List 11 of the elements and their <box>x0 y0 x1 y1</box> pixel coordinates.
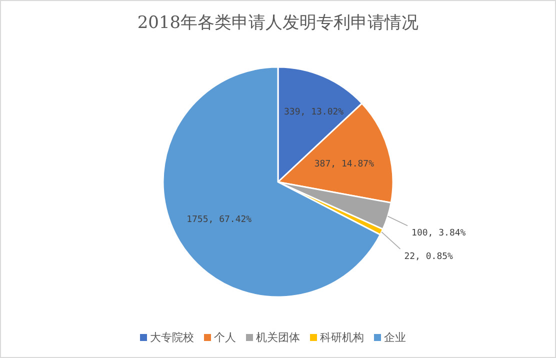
legend-label: 机关团体 <box>256 331 300 344</box>
data-label: 1755, 67.42% <box>186 214 252 225</box>
data-label: 387, 14.87% <box>314 160 375 170</box>
legend-label: 大专院校 <box>150 331 194 344</box>
legend-label: 企业 <box>384 331 406 344</box>
data-label: 22, 0.85% <box>404 252 454 262</box>
legend-label: 科研机构 <box>320 331 364 344</box>
data-label: 100, 3.84% <box>412 228 466 239</box>
chart-title: 2018年各类申请人发明专利申请情况 <box>137 13 419 33</box>
legend-label: 个人 <box>214 331 236 344</box>
data-label: 339, 13.02% <box>284 107 344 118</box>
